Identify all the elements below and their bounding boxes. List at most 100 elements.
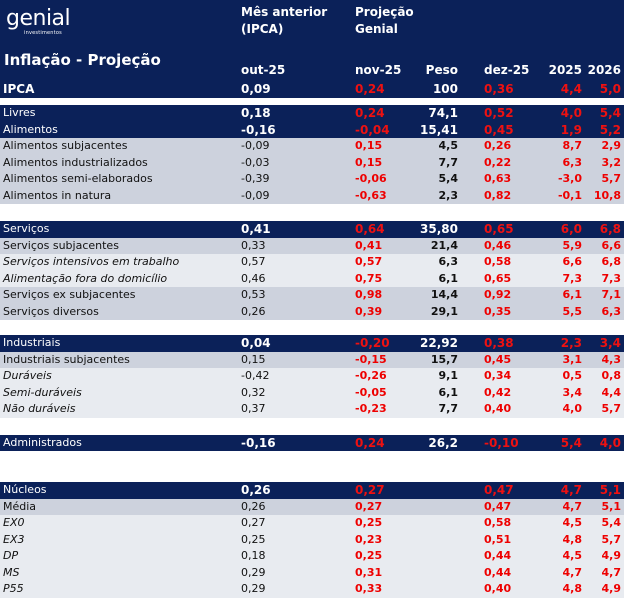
- table-row: Alimentos industrializados -0,03 0,15 7,7 0,…: [0, 154, 624, 171]
- dez-value: -0,10: [484, 435, 519, 450]
- prev-value: 0,37: [241, 402, 266, 415]
- table-row: Alimentos semi-elaborados -0,39 -0,06 5,4 0,…: [0, 171, 624, 188]
- nov-value: 0,64: [355, 222, 385, 236]
- y2026-value: 4,0: [599, 435, 621, 450]
- peso-value: 29,1: [430, 304, 458, 318]
- y2026-value: 6,3: [601, 304, 622, 318]
- y2025-value: 3,1: [562, 352, 583, 366]
- nov-value: -0,05: [355, 385, 387, 399]
- row-label: EX3: [3, 532, 25, 546]
- prev-group-line2: (IPCA): [241, 22, 284, 36]
- table-row: P55 0,29 0,33 0,40 4,8 4,9: [0, 581, 624, 598]
- prev-value: -0,09: [241, 139, 270, 152]
- dez-value: 0,40: [484, 582, 512, 595]
- row-label: Serviços diversos: [3, 304, 99, 318]
- prev-value: 0,29: [241, 582, 266, 595]
- peso-value: 9,1: [438, 369, 459, 382]
- nov-value: 0,24: [355, 106, 385, 120]
- dez-value: 0,92: [484, 288, 512, 301]
- y2025-value: -0,1: [557, 188, 582, 202]
- nov-value: 0,98: [355, 288, 383, 301]
- prev-value: -0,16: [241, 435, 276, 450]
- dez-value: 0,51: [484, 532, 512, 546]
- dez-value: 0,45: [484, 352, 512, 366]
- peso-value: 4,5: [438, 139, 459, 152]
- y2025-value: 8,7: [562, 139, 583, 152]
- dez-value: 0,58: [484, 516, 512, 529]
- prev-value: 0,18: [241, 549, 266, 562]
- dez-value: 0,82: [484, 188, 512, 202]
- nov-value: 0,15: [355, 139, 383, 152]
- peso-value: 2,3: [438, 188, 459, 202]
- y2026-value: 5,7: [601, 172, 622, 185]
- row-label: Serviços intensivos em trabalho: [3, 255, 180, 268]
- dez-value: 0,22: [484, 155, 512, 169]
- prev-month-group-header: Mês anterior (IPCA): [241, 4, 327, 38]
- y2025-value: 6,6: [562, 255, 583, 268]
- prev-value: 0,57: [241, 255, 266, 268]
- y2026-value: 3,4: [599, 336, 621, 350]
- dez-value: 0,35: [484, 304, 512, 318]
- peso-value: 21,4: [430, 238, 458, 252]
- table-row: Livres 0,18 0,24 74,1 0,52 4,0 5,4: [0, 105, 624, 122]
- table-row: Administrados -0,16 0,24 26,2 -0,10 5,4 4,0: [0, 434, 624, 451]
- row-label: Alimentos: [3, 122, 58, 136]
- y2025-value: 0,5: [562, 369, 583, 382]
- table-row: Média 0,26 0,27 0,47 4,7 5,1: [0, 498, 624, 515]
- y2025-value: 4,4: [560, 82, 582, 96]
- dez-value: 0,47: [484, 499, 512, 513]
- y2025-value: 4,5: [562, 516, 583, 529]
- prev-value: 0,18: [241, 106, 271, 120]
- dez-value: 0,46: [484, 238, 512, 252]
- logo-subtitle: investimentos: [24, 30, 62, 36]
- nov-value: 0,23: [355, 532, 383, 546]
- prev-value: 0,27: [241, 516, 266, 529]
- y2026-value: 4,4: [601, 385, 622, 399]
- table-row: Alimentação fora do domicílio 0,46 0,75 6,1…: [0, 270, 624, 287]
- table-row: Serviços intensivos em trabalho 0,57 0,57 6…: [0, 254, 624, 271]
- peso-value: 22,92: [420, 336, 458, 350]
- row-label: P55: [3, 582, 24, 595]
- dez-value: 0,38: [484, 336, 514, 350]
- row-label: Administrados: [3, 435, 82, 449]
- col-header-nov: nov-25: [355, 63, 402, 77]
- y2025-value: 4,7: [562, 565, 583, 579]
- y2025-value: 2,3: [560, 336, 582, 350]
- y2026-value: 4,9: [601, 549, 622, 562]
- table-row: MS 0,29 0,31 0,44 4,7 4,7: [0, 564, 624, 581]
- y2026-value: 6,8: [599, 222, 621, 236]
- peso-value: 6,1: [438, 385, 459, 399]
- nov-value: 0,24: [355, 82, 385, 96]
- row-label: Núcleos: [3, 483, 47, 496]
- y2025-value: 4,0: [560, 106, 582, 120]
- dez-value: 0,42: [484, 385, 512, 399]
- y2026-value: 5,0: [599, 82, 621, 96]
- y2025-value: 5,9: [562, 238, 583, 252]
- y2026-value: 4,3: [601, 352, 622, 366]
- y2026-value: 5,1: [601, 499, 622, 513]
- genial-logo: genial investimentos: [4, 8, 71, 37]
- row-label: Alimentos in natura: [3, 188, 112, 202]
- dez-value: 0,36: [484, 82, 514, 96]
- prev-value: 0,15: [241, 352, 266, 366]
- table-row: Semi-duráveis 0,32 -0,05 6,1 0,42 3,4 4,4: [0, 384, 624, 401]
- row-label: Industriais subjacentes: [3, 352, 130, 366]
- peso-value: 35,80: [420, 222, 458, 236]
- row-label: Serviços: [3, 222, 50, 235]
- nov-value: 0,33: [355, 582, 383, 595]
- col-header-prev-month: out-25: [241, 63, 286, 77]
- peso-value: 74,1: [428, 106, 458, 120]
- y2025-value: 6,1: [562, 288, 583, 301]
- row-label: Alimentação fora do domicílio: [3, 271, 168, 285]
- nov-value: 0,39: [355, 304, 383, 318]
- y2026-value: 10,8: [593, 188, 621, 202]
- page-title: Inflação - Projeção: [4, 51, 161, 69]
- table-row: EX0 0,27 0,25 0,58 4,5 5,4: [0, 515, 624, 532]
- row-label: MS: [3, 565, 20, 579]
- nov-value: -0,04: [355, 122, 390, 137]
- y2026-value: 5,4: [601, 516, 622, 529]
- nov-value: 0,27: [355, 483, 385, 497]
- table-row: DP 0,18 0,25 0,44 4,5 4,9: [0, 548, 624, 565]
- table-row: Alimentos -0,16 -0,04 15,41 0,45 1,9 5,2: [0, 121, 624, 138]
- dez-value: 0,44: [484, 565, 512, 579]
